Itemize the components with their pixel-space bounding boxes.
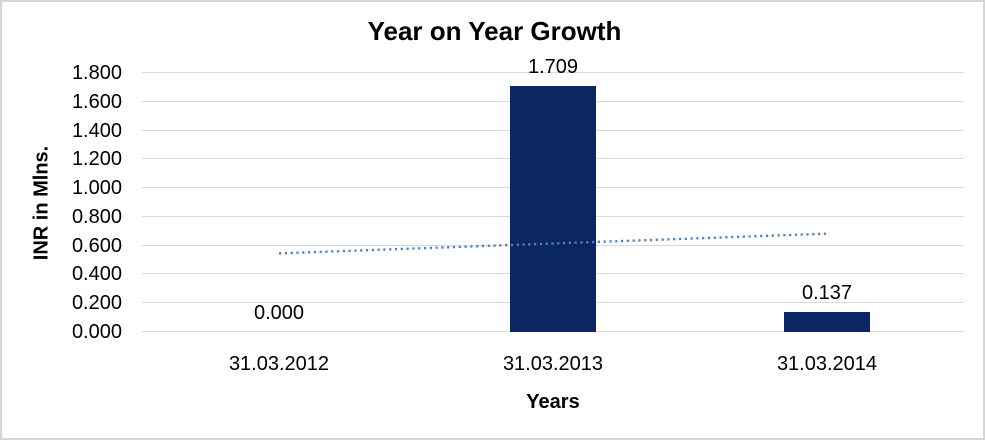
data-label: 0.137 [801, 282, 853, 304]
x-category-label: 31.03.2012 [228, 353, 330, 375]
plot-area: 0.000 1.709 0.137 [142, 56, 964, 332]
y-tick-label: 1.600 [71, 90, 122, 113]
bar-31.03.2013 [510, 86, 596, 332]
y-tick-label: 0.200 [71, 292, 122, 315]
data-label: 1.709 [527, 56, 579, 78]
y-tick-label: 0.800 [71, 205, 122, 228]
y-tick-label: 0.000 [71, 321, 122, 343]
x-category-label: 31.03.2013 [502, 353, 604, 375]
y-tick-label: 1.400 [71, 119, 122, 142]
x-category-label: 31.03.2014 [776, 353, 878, 375]
y-tick-label: 1.000 [71, 177, 122, 200]
data-label: 0.000 [253, 302, 305, 324]
gridline [142, 72, 964, 73]
y-tick-label: 0.600 [71, 234, 122, 257]
bar-31.03.2014 [784, 312, 870, 332]
x-axis-title: Years [526, 391, 580, 413]
trendline [278, 232, 828, 255]
y-tick-label: 0.400 [71, 263, 122, 286]
y-tick-label: 1.800 [71, 62, 122, 84]
chart-title: Year on Year Growth [367, 16, 622, 46]
y-tick-label: 1.200 [71, 148, 122, 171]
